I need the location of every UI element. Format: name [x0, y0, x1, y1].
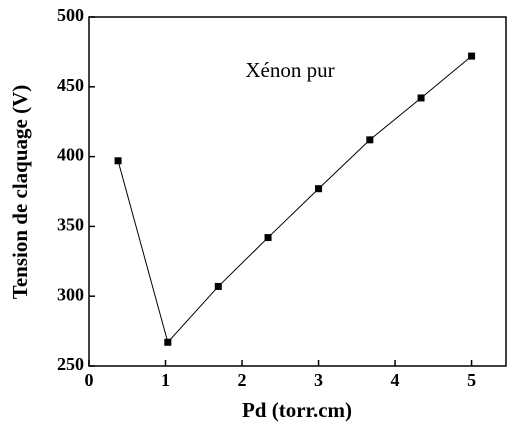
data-line — [117, 55, 472, 344]
data-point — [164, 338, 172, 346]
data-point — [366, 136, 374, 144]
x-tick-label: 0 — [85, 370, 94, 390]
data-point — [264, 234, 272, 242]
data-point — [214, 282, 222, 290]
y-tick-label: 450 — [57, 75, 84, 95]
plot-frame — [88, 16, 507, 367]
data-point — [417, 94, 425, 102]
x-tick-label: 1 — [161, 370, 170, 390]
x-tick-label: 3 — [314, 370, 323, 390]
x-axis-label: Pd (torr.cm) — [242, 398, 352, 422]
y-tick-label: 350 — [57, 215, 84, 235]
data-point — [315, 185, 323, 193]
y-tick-label: 250 — [57, 354, 84, 374]
data-point — [468, 52, 476, 60]
y-tick-label: 500 — [57, 5, 84, 25]
x-tick-label: 2 — [238, 370, 247, 390]
y-axis-label: Tension de claquage (V) — [8, 85, 32, 300]
x-tick-label: 4 — [391, 370, 400, 390]
data-point — [114, 157, 122, 165]
y-tick-label: 400 — [57, 145, 84, 165]
annotation: Xénon pur — [245, 58, 334, 82]
y-tick-label: 300 — [57, 284, 84, 304]
x-tick-label: 5 — [467, 370, 476, 390]
